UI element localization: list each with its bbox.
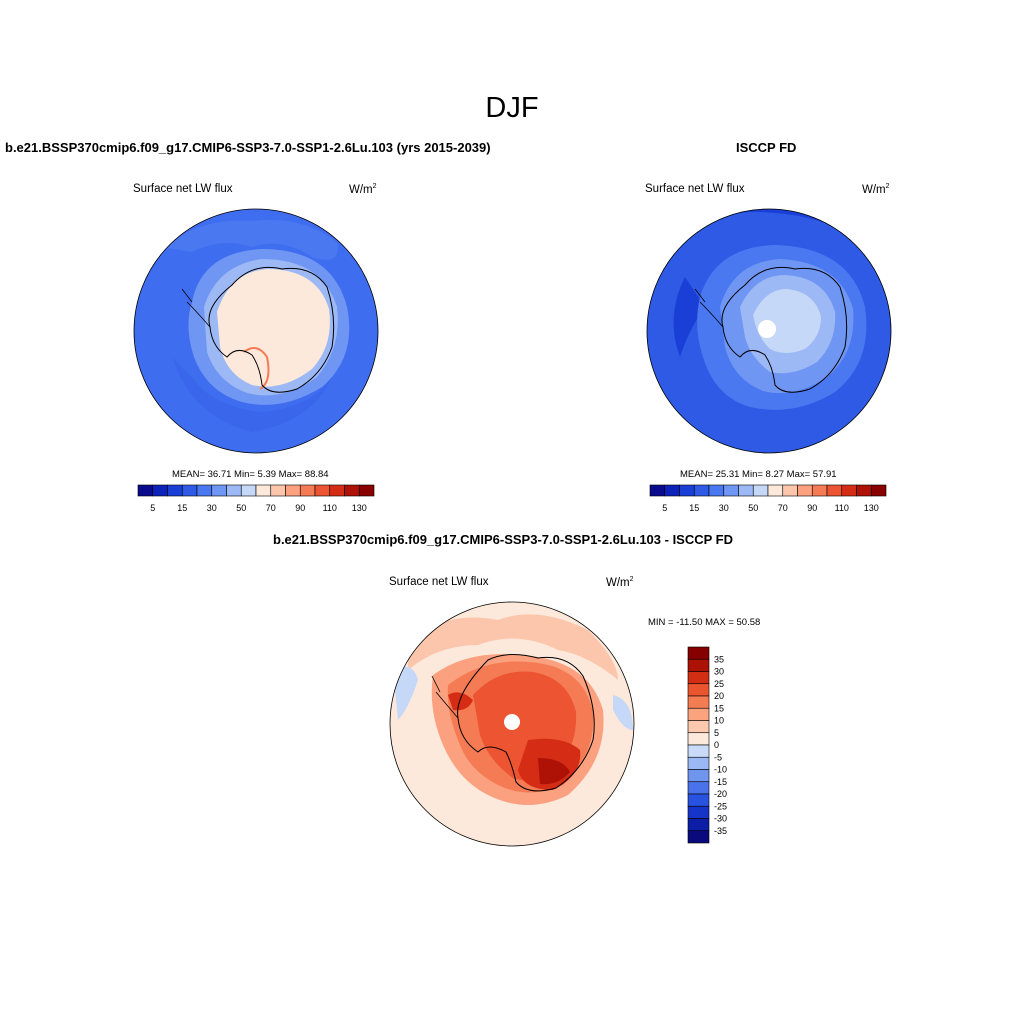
colorbar-label: -20 (714, 789, 727, 799)
colorbar-swatch (687, 818, 710, 832)
colorbar-swatch (687, 658, 710, 672)
colorbar-swatch (708, 484, 725, 497)
colorbar-swatch (181, 484, 198, 497)
colorbar-swatch (329, 484, 345, 497)
colorbar-label: 30 (714, 667, 724, 677)
colorbar-label: 90 (807, 503, 817, 513)
colorbar-swatch (687, 805, 710, 819)
colorbar-swatch (826, 484, 843, 497)
panel3-colorbar: 35 30 25 20 15 10 5 0 -5 -10 -15 -20 -25 -30 -35 (687, 646, 727, 844)
colorbar-swatch (687, 671, 710, 685)
colorbar-label: -15 (714, 777, 727, 787)
colorbar-swatch (255, 484, 272, 497)
colorbar-label: 30 (719, 503, 729, 513)
panel2-colorbar: 5 15 30 50 70 90 110 130 (649, 484, 887, 513)
panel3-variable: Surface net LW flux (389, 576, 489, 588)
colorbar-swatch (687, 756, 710, 770)
panel2-variable: Surface net LW flux (645, 183, 745, 195)
colorbar-swatch (344, 484, 360, 497)
colorbar-swatch (314, 484, 331, 497)
colorbar-label: 0 (714, 740, 719, 750)
colorbar-swatch (664, 484, 680, 497)
colorbar-label: 50 (236, 503, 246, 513)
colorbar-swatch (137, 484, 154, 497)
colorbar-label: 70 (778, 503, 788, 513)
colorbar-label: -25 (714, 801, 727, 811)
panel2-title: ISCCP FD (736, 140, 797, 155)
colorbar-swatch (649, 484, 666, 497)
colorbar-label: 20 (714, 691, 724, 701)
colorbar-label: 15 (714, 703, 724, 713)
colorbar-swatch (358, 484, 375, 497)
colorbar-swatch (767, 484, 784, 497)
colorbar-label: 110 (323, 503, 337, 513)
colorbar-swatch (870, 484, 887, 497)
colorbar-label: 90 (295, 503, 305, 513)
colorbar-label: 30 (207, 503, 217, 513)
panel3-map (389, 601, 635, 847)
colorbar-swatch (841, 484, 857, 497)
colorbar-label: 15 (177, 503, 187, 513)
colorbar-label: 5 (714, 728, 719, 738)
colorbar-label: -30 (714, 814, 727, 824)
colorbar-swatch (152, 484, 168, 497)
panel3-title: b.e21.BSSP370cmip6.f09_g17.CMIP6-SSP3-7.… (273, 532, 734, 547)
colorbar-label: 130 (864, 503, 879, 513)
panel1-units: W/m2 (349, 183, 377, 196)
colorbar-swatch (299, 484, 316, 497)
colorbar-label: -10 (714, 765, 727, 775)
panel3-stats: MIN = -11.50 MAX = 50.58 (648, 617, 761, 628)
panel1-map (133, 208, 379, 454)
colorbar-swatch (687, 781, 710, 795)
panel2-units: W/m2 (862, 183, 890, 196)
panel3-units: W/m2 (606, 576, 634, 589)
colorbar-label: 50 (748, 503, 758, 513)
colorbar-swatch (211, 484, 227, 497)
colorbar-label: 10 (714, 716, 724, 726)
colorbar-label: -35 (714, 826, 727, 836)
panel1-title: b.e21.BSSP370cmip6.f09_g17.CMIP6-SSP3-7.… (5, 140, 491, 155)
colorbar-swatch (270, 484, 286, 497)
colorbar-swatch (167, 484, 183, 497)
colorbar-swatch (752, 484, 769, 497)
colorbar-label: 70 (266, 503, 276, 513)
colorbar-label: 25 (714, 679, 724, 689)
colorbar-swatch (687, 769, 710, 783)
colorbar-swatch (856, 484, 872, 497)
colorbar-swatch (687, 732, 710, 746)
colorbar-swatch (693, 484, 710, 497)
colorbar-swatch (285, 484, 301, 497)
colorbar-swatch (687, 683, 710, 697)
colorbar-swatch (687, 744, 710, 758)
colorbar-swatch (811, 484, 828, 497)
colorbar-swatch (226, 484, 242, 497)
colorbar-swatch (738, 484, 754, 497)
panel1-variable: Surface net LW flux (133, 183, 233, 195)
panel2-map (646, 208, 892, 454)
colorbar-label: 130 (352, 503, 367, 513)
colorbar-label: 110 (835, 503, 849, 513)
figure-title: DJF (485, 92, 539, 124)
colorbar-swatch (782, 484, 798, 497)
colorbar-label: 5 (662, 503, 667, 513)
colorbar-swatch (687, 830, 710, 844)
colorbar-swatch (687, 646, 710, 660)
colorbar-swatch (679, 484, 695, 497)
colorbar-label: 35 (714, 654, 724, 664)
colorbar-swatch (797, 484, 813, 497)
colorbar-swatch (240, 484, 257, 497)
panel2-stats: MEAN= 25.31 Min= 8.27 Max= 57.91 (680, 469, 837, 480)
panel1-stats: MEAN= 36.71 Min= 5.39 Max= 88.84 (172, 469, 329, 480)
colorbar-swatch (196, 484, 213, 497)
panel1-colorbar: 5 15 30 50 70 90 110 130 (137, 484, 375, 513)
colorbar-swatch (687, 720, 710, 734)
colorbar-swatch (687, 707, 710, 721)
colorbar-swatch (687, 793, 710, 807)
colorbar-label: 5 (150, 503, 155, 513)
colorbar-swatch (687, 695, 710, 709)
colorbar-label: 15 (689, 503, 699, 513)
colorbar-label: -5 (714, 752, 722, 762)
colorbar-swatch (723, 484, 739, 497)
